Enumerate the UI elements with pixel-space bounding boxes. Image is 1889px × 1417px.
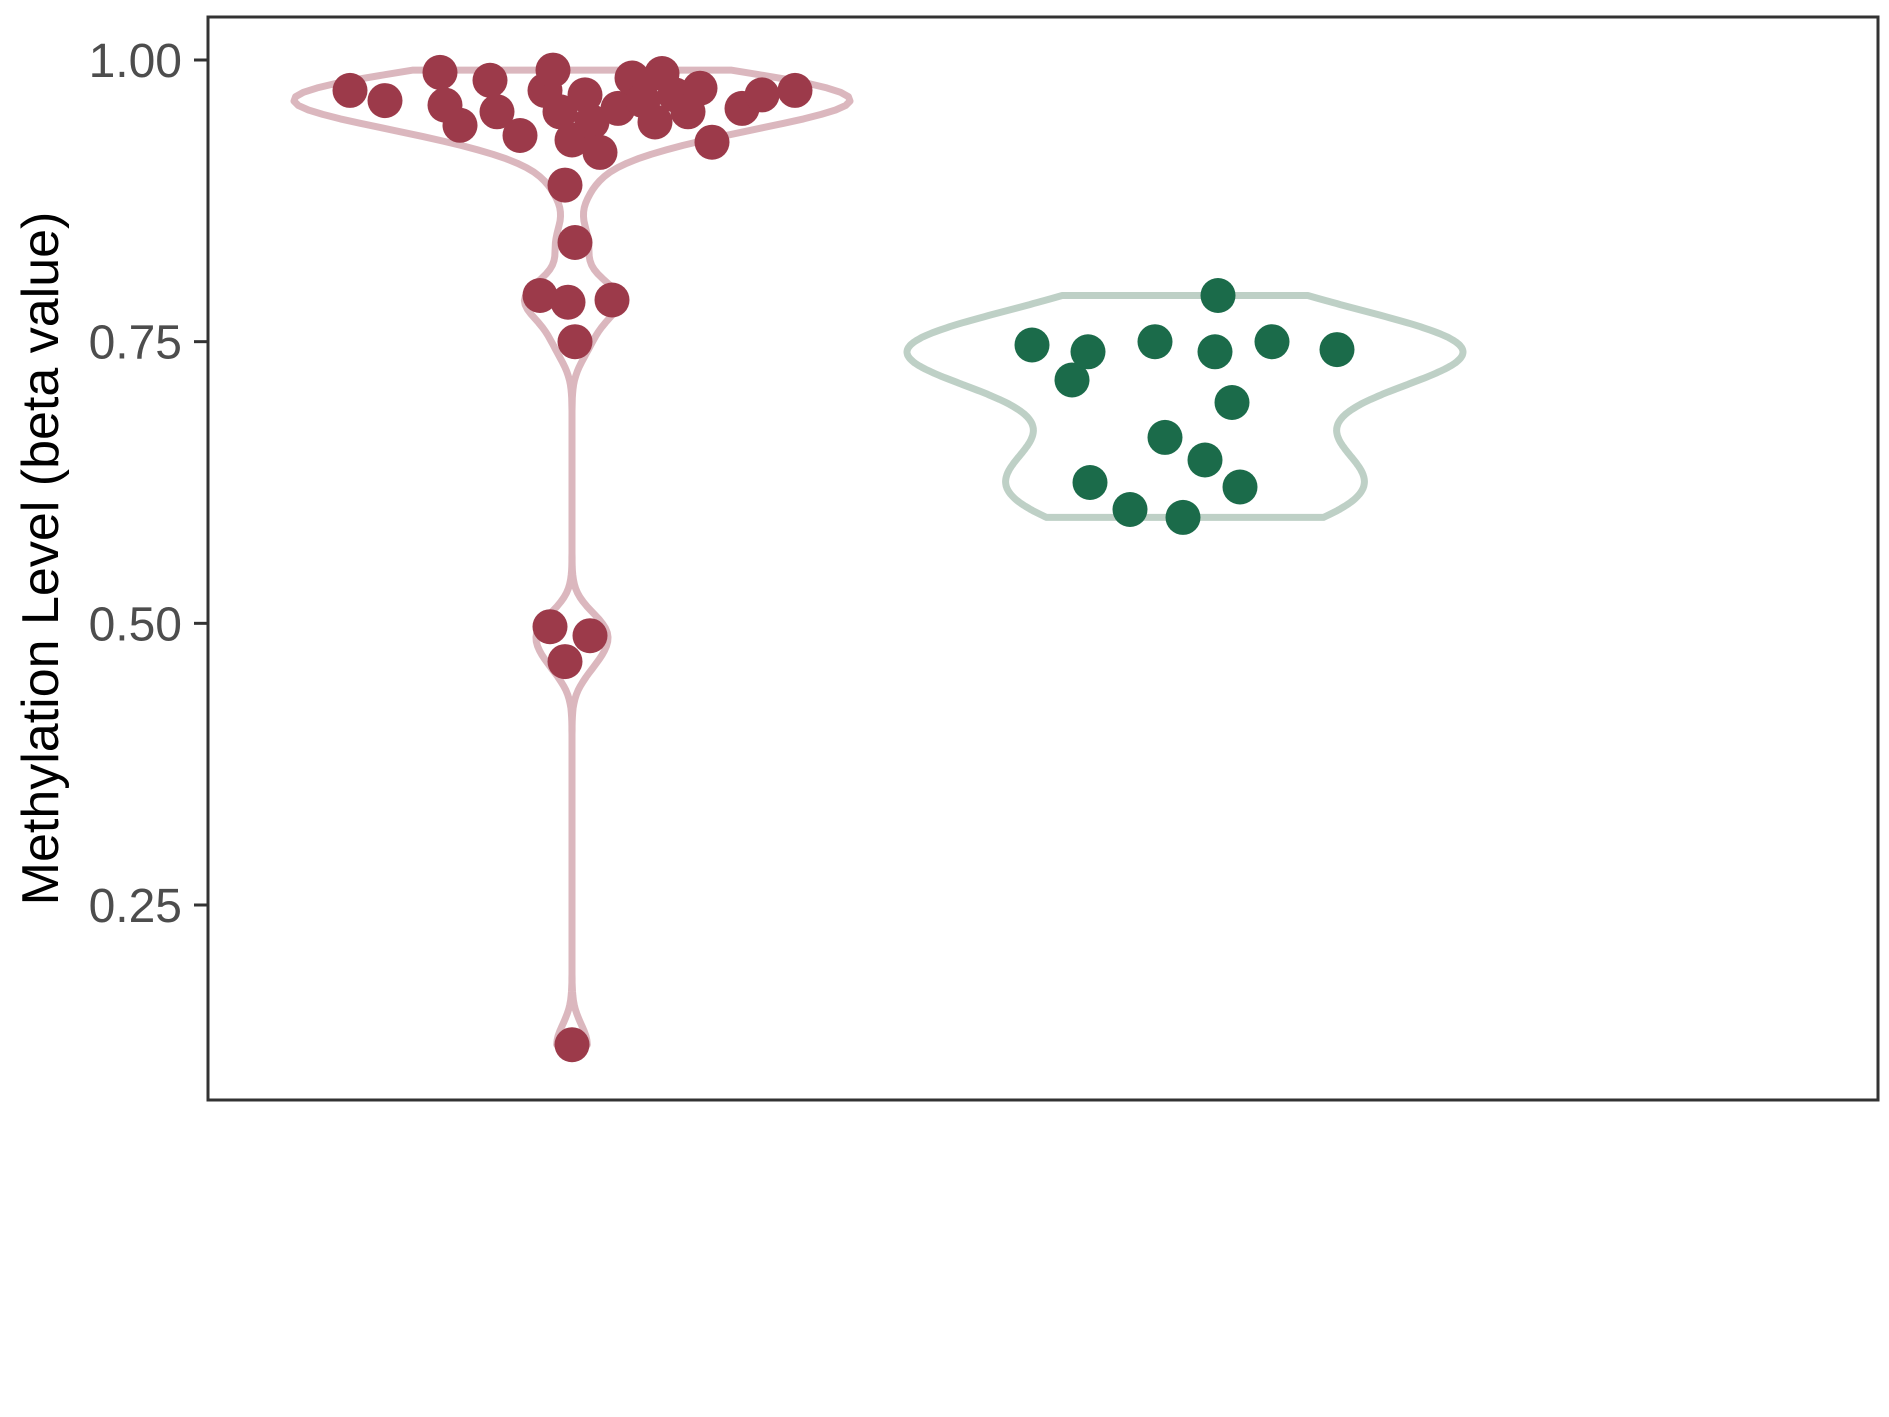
data-point-group-1	[572, 618, 608, 654]
points-layer	[332, 52, 1355, 1063]
data-point-group-1	[542, 94, 578, 130]
data-point-group-2	[1197, 334, 1233, 370]
y-axis-title: Methylation Level (beta value)	[12, 212, 70, 906]
data-point-group-1	[637, 104, 673, 140]
data-point-group-2	[1214, 385, 1250, 420]
y-tick-label: 0.25	[89, 880, 182, 933]
y-tick-label: 0.50	[89, 598, 182, 651]
data-point-group-1	[694, 124, 730, 160]
data-point-group-1	[535, 52, 571, 88]
y-axis-ticks: 0.25 0.50 0.75 1.00	[89, 35, 208, 933]
data-point-group-2	[1254, 324, 1290, 360]
data-point-group-1	[479, 94, 515, 130]
y-tick-label: 0.75	[89, 317, 182, 370]
plot-panel-border	[206, 15, 1880, 1102]
data-point-group-1	[532, 609, 568, 645]
data-point-group-1	[744, 77, 780, 113]
data-point-group-1	[332, 72, 368, 108]
data-point-group-2	[1147, 419, 1183, 455]
data-point-group-2	[1072, 465, 1108, 500]
data-point-group-2	[1165, 499, 1201, 535]
data-point-group-1	[557, 225, 593, 260]
data-point-group-2	[1054, 362, 1090, 398]
data-point-group-1	[547, 167, 583, 203]
data-point-group-2	[1112, 492, 1148, 527]
plot-panel	[208, 17, 1878, 1100]
data-point-group-1	[442, 107, 478, 143]
y-tick-label: 1.00	[89, 35, 182, 88]
data-point-group-2	[1200, 278, 1236, 313]
data-point-group-1	[582, 134, 618, 170]
data-point-group-1	[682, 70, 718, 106]
data-point-group-1	[567, 77, 603, 113]
data-point-group-1	[422, 54, 458, 90]
data-point-group-1	[554, 1027, 590, 1063]
data-point-group-2	[1222, 469, 1258, 505]
data-point-group-2	[1014, 327, 1050, 363]
data-point-group-1	[574, 104, 610, 140]
data-point-group-1	[502, 118, 538, 153]
data-point-group-2	[1137, 324, 1173, 360]
data-point-group-1	[547, 644, 583, 680]
data-point-group-1	[522, 278, 558, 313]
data-point-group-2	[1070, 334, 1106, 370]
data-point-group-1	[594, 282, 630, 318]
data-point-group-2	[1319, 332, 1355, 368]
data-point-group-1	[550, 284, 586, 320]
data-point-group-1	[557, 324, 593, 360]
data-point-group-1	[472, 62, 508, 98]
data-point-group-2	[1187, 442, 1223, 478]
data-point-group-1	[367, 83, 403, 119]
data-point-group-1	[777, 72, 813, 108]
